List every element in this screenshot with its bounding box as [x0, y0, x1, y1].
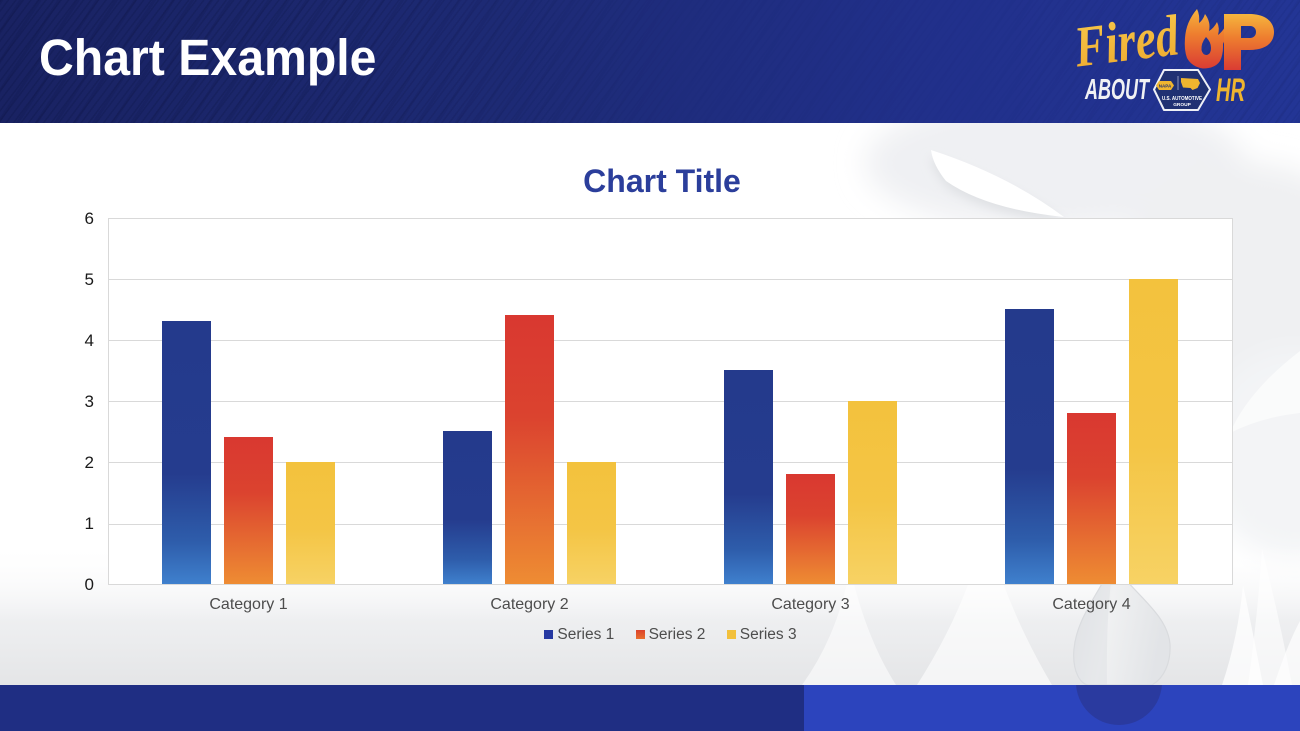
- svg-text:U.S. AUTOMOTIVE: U.S. AUTOMOTIVE: [1162, 96, 1202, 102]
- svg-text:GROUP: GROUP: [1173, 102, 1191, 108]
- svg-text:NAPA: NAPA: [1159, 84, 1172, 89]
- svg-text:Fired: Fired: [1070, 2, 1183, 79]
- svg-text:ABOUT: ABOUT: [1084, 74, 1150, 106]
- svg-text:HR: HR: [1216, 72, 1245, 108]
